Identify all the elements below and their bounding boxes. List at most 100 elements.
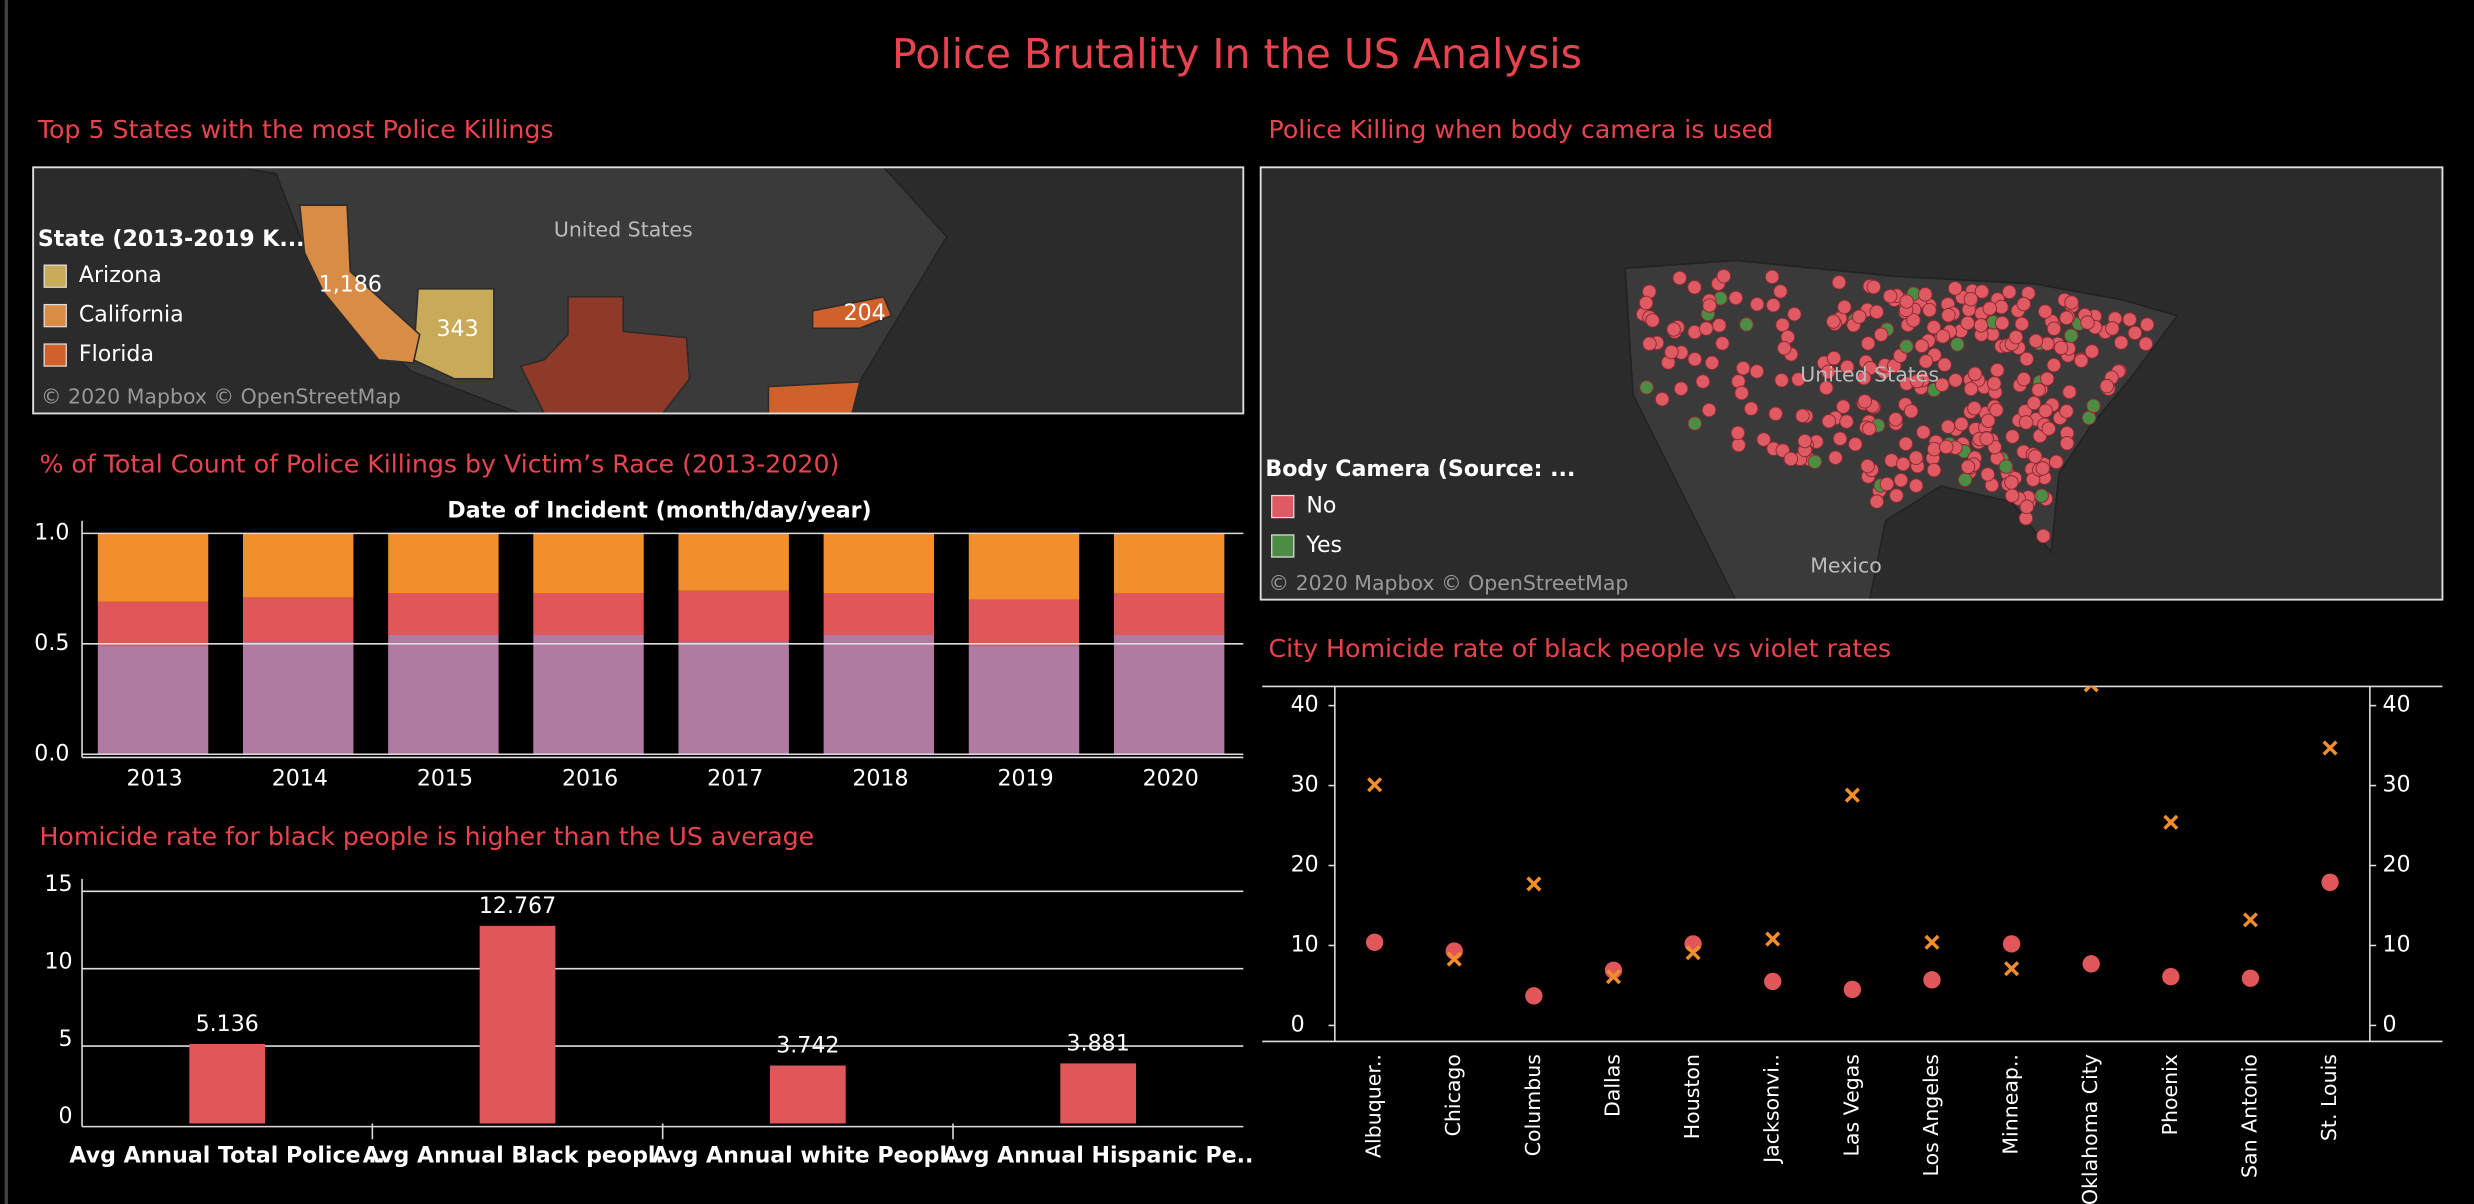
x-marker bbox=[1446, 951, 1462, 967]
x-tick-label: 2019 bbox=[997, 767, 1053, 792]
section-title: Police Killing when body camera is used bbox=[1269, 115, 1774, 144]
y-tick-label: 0 bbox=[59, 1104, 73, 1129]
data-label: 3.881 bbox=[1067, 1031, 1130, 1056]
incident-dot bbox=[1826, 350, 1842, 366]
incident-dot bbox=[1866, 279, 1882, 295]
circle-marker bbox=[2241, 969, 2260, 987]
incident-dot bbox=[1820, 364, 1836, 380]
incident-dot bbox=[2014, 316, 2030, 332]
incident-dot bbox=[1860, 458, 1875, 474]
x-marker bbox=[2004, 961, 2020, 977]
x-tick-label: Avg Annual Total Police .. bbox=[69, 1144, 385, 1169]
incident-dot bbox=[1888, 412, 1903, 427]
bar-segment bbox=[1113, 634, 1225, 755]
x-tick-label: Dallas bbox=[1600, 1054, 1624, 1117]
incident-dot bbox=[1963, 291, 1979, 307]
x-tick-label: Oklahoma City bbox=[2078, 1054, 2102, 1204]
incident-dot bbox=[1787, 306, 1802, 322]
x-tick-label: 2016 bbox=[562, 767, 618, 792]
legend-label: No bbox=[1306, 494, 1336, 519]
circle-marker bbox=[2082, 955, 2100, 973]
incident-dot bbox=[1731, 437, 1746, 453]
incident-dot bbox=[1735, 360, 1751, 376]
bar-segment bbox=[678, 641, 789, 755]
legend-label: California bbox=[79, 303, 184, 328]
section-title: Top 5 States with the most Police Killin… bbox=[37, 115, 554, 144]
incident-dot bbox=[1982, 301, 1997, 316]
incident-dot bbox=[1826, 314, 1841, 329]
data-label: 204 bbox=[844, 301, 886, 326]
incident-dot bbox=[2063, 328, 2079, 343]
incident-dot bbox=[1687, 280, 1702, 295]
y-tick-label: 1.0 bbox=[34, 520, 69, 545]
map-border bbox=[1259, 166, 2444, 601]
legend-swatch bbox=[43, 303, 67, 328]
incident-dot bbox=[2122, 312, 2137, 327]
incident-dot bbox=[1797, 433, 1813, 449]
x-tick-label: San Antonio bbox=[2237, 1054, 2261, 1178]
y-tick-label: 20 bbox=[1291, 853, 1319, 878]
plot-area bbox=[1365, 686, 2339, 1005]
bar bbox=[769, 1065, 846, 1124]
bar-segment bbox=[533, 533, 644, 594]
incident-dot bbox=[1807, 454, 1823, 470]
incident-dot bbox=[2138, 336, 2154, 352]
incident-dot bbox=[1862, 421, 1877, 437]
incident-dot bbox=[1832, 431, 1848, 446]
data-label: 12.767 bbox=[479, 894, 556, 919]
incident-dot bbox=[1963, 381, 1979, 397]
incident-dot bbox=[1704, 355, 1720, 371]
incident-dot bbox=[1940, 419, 1956, 435]
incident-dot bbox=[1730, 425, 1746, 441]
bar-segment bbox=[388, 593, 499, 635]
incident-dot bbox=[2064, 295, 2079, 310]
legend-swatch bbox=[43, 264, 67, 288]
x-tick-label: 2020 bbox=[1143, 767, 1199, 792]
incident-dot bbox=[1851, 309, 1867, 324]
bar-segment bbox=[533, 593, 644, 635]
incident-dot bbox=[2002, 284, 2017, 300]
incident-dot bbox=[1918, 287, 1933, 302]
incident-dot bbox=[2016, 296, 2032, 312]
incident-dot bbox=[1898, 436, 1914, 452]
incident-dot bbox=[1839, 359, 1855, 375]
incident-dot bbox=[1941, 307, 1956, 323]
circle-marker bbox=[1525, 987, 1543, 1005]
circle-marker bbox=[2002, 935, 2021, 953]
bar-segment bbox=[97, 601, 209, 647]
legend-title: Body Camera (Source: ... bbox=[1265, 457, 1575, 482]
state-region bbox=[811, 295, 893, 330]
place-label: Mexico bbox=[1810, 553, 1882, 577]
state-region bbox=[767, 381, 861, 414]
incident-dot bbox=[1987, 376, 2002, 391]
bar-segment bbox=[97, 533, 209, 602]
incident-dot bbox=[1899, 339, 1914, 354]
x-tick-label: Los Angeles bbox=[1919, 1054, 1943, 1176]
incident-dot bbox=[2018, 415, 2034, 430]
incident-dot bbox=[1664, 344, 1679, 360]
incident-dot bbox=[1947, 281, 1963, 296]
incident-dot bbox=[2049, 454, 2064, 470]
incident-dot bbox=[1654, 391, 1670, 407]
incident-dot bbox=[1715, 336, 1730, 351]
x-tick-label: Minneap.. bbox=[1999, 1054, 2023, 1155]
section-title: % of Total Count of Police Killings by V… bbox=[39, 450, 839, 479]
incident-dot bbox=[1998, 459, 2014, 474]
incident-dot bbox=[1948, 373, 1963, 388]
incident-dot bbox=[2037, 304, 2053, 319]
incident-dot bbox=[2099, 378, 2115, 394]
incident-dot bbox=[1756, 432, 1771, 447]
legend-label: Florida bbox=[79, 342, 154, 367]
incident-dot bbox=[1839, 414, 1854, 429]
x-marker bbox=[1924, 934, 1940, 950]
incident-dot bbox=[1783, 451, 1799, 467]
incident-dot bbox=[2005, 429, 2020, 444]
incident-dot bbox=[1934, 377, 1950, 393]
incident-dot bbox=[1638, 295, 1654, 311]
incident-dot bbox=[1791, 372, 1806, 387]
legend-swatch bbox=[1271, 494, 1295, 519]
x-tick-label: Columbus bbox=[1521, 1054, 1545, 1156]
bar bbox=[479, 925, 556, 1124]
bar-segment bbox=[242, 533, 354, 598]
